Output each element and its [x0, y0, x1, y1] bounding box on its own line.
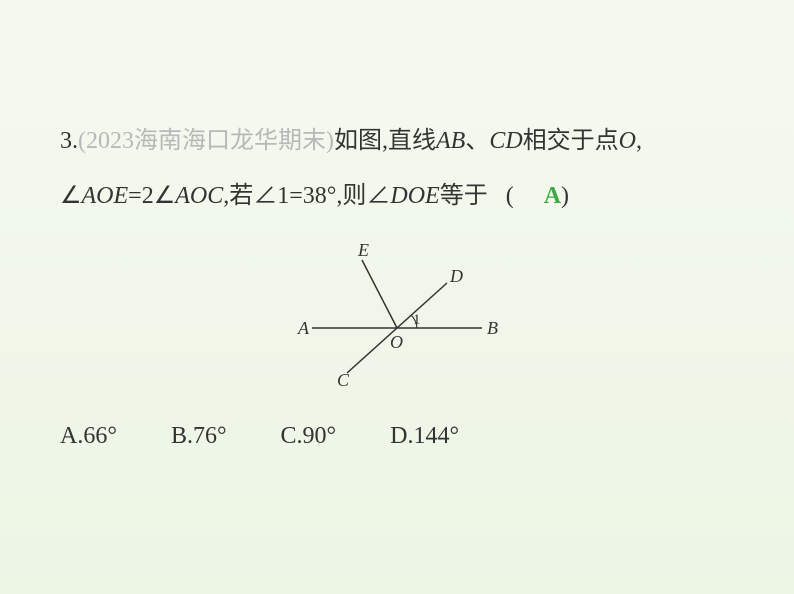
question-line-2: ∠AOE=2∠AOC,若∠1=38°,则∠DOE等于 ( A): [60, 175, 734, 218]
angle-sym-2: ∠: [154, 183, 176, 209]
text-part-2: 相交于点: [523, 128, 619, 154]
eq-text: =2: [128, 183, 154, 209]
figure-svg: E D A B O C 1: [282, 238, 512, 388]
answer-letter: A: [544, 183, 561, 209]
fig-label-b: B: [487, 318, 498, 338]
angle-sym-1: ∠: [60, 183, 82, 209]
punct-dun: 、: [465, 128, 489, 154]
punct-comma: ,: [636, 128, 642, 154]
option-a: A.66°: [60, 423, 117, 450]
label-o: O: [619, 128, 636, 154]
option-c: C.90°: [281, 423, 337, 450]
text2-part-2: 等于: [440, 183, 488, 209]
question-number: 3.: [60, 128, 78, 154]
options-row: A.66° B.76° C.90° D.144°: [60, 423, 734, 450]
paren-close: ): [561, 183, 569, 209]
ray-oe: [362, 260, 397, 328]
fig-label-c: C: [337, 370, 350, 388]
fig-label-a: A: [297, 318, 310, 338]
fig-label-1: 1: [413, 312, 421, 328]
geometry-figure: E D A B O C 1: [60, 238, 734, 393]
label-cd: CD: [489, 128, 522, 154]
fig-label-o: O: [390, 332, 403, 352]
label-aoe: AOE: [82, 183, 129, 209]
text2-part-1: ,若∠1=38°,则∠: [223, 183, 390, 209]
question-line-1: 3.(2023海南海口龙华期末)如图,直线AB、CD相交于点O,: [60, 120, 734, 163]
option-d: D.144°: [390, 423, 459, 450]
option-b: B.76°: [171, 423, 227, 450]
fig-label-d: D: [449, 266, 463, 286]
label-aoc: AOC: [175, 183, 223, 209]
fig-label-e: E: [357, 240, 369, 260]
label-ab: AB: [436, 128, 465, 154]
question-source: (2023海南海口龙华期末): [78, 128, 334, 154]
label-doe: DOE: [390, 183, 439, 209]
text-part-1: 如图,直线: [334, 128, 436, 154]
paren-open: (: [506, 183, 514, 209]
question-content: 3.(2023海南海口龙华期末)如图,直线AB、CD相交于点O, ∠AOE=2∠…: [0, 0, 794, 490]
